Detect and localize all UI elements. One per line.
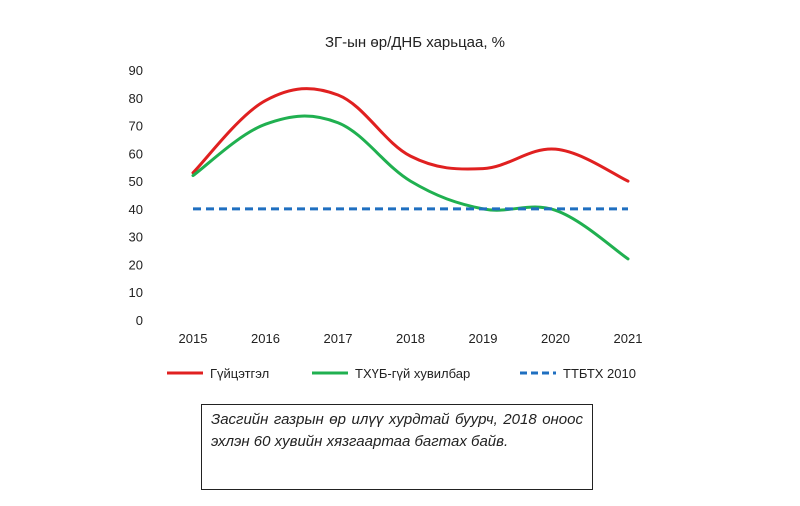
series-line-2	[191, 114, 630, 261]
annotation-text: Засгийн газрын өр илүү хурдтай буурч, 20…	[211, 411, 583, 450]
y-tick-label: 20	[129, 257, 143, 272]
y-tick-label: 10	[129, 285, 143, 300]
legend-label-3: ТТБТХ 2010	[563, 366, 636, 381]
series-layer	[191, 87, 630, 261]
series-line-1	[191, 87, 630, 183]
y-tick-label: 80	[129, 91, 143, 106]
y-tick-label: 70	[129, 119, 143, 134]
legend-label-1: Гүйцэтгэл	[210, 366, 269, 381]
legend-label-2: ТХҮБ-гүй хувилбар	[355, 366, 470, 381]
x-tick-label: 2015	[179, 331, 208, 346]
x-tick-label: 2019	[469, 331, 498, 346]
y-tick-label: 60	[129, 146, 143, 161]
y-tick-label: 90	[129, 63, 143, 78]
x-tick-label: 2021	[614, 331, 643, 346]
x-axis: 2015 2016 2017 2018 2019 2020 2021	[179, 331, 643, 346]
y-tick-label: 40	[129, 202, 143, 217]
y-axis: 0 10 20 30 40 50 60 70 80 90	[129, 63, 143, 328]
x-tick-label: 2017	[324, 331, 353, 346]
x-tick-label: 2018	[396, 331, 425, 346]
chart-title: ЗГ-ын өр/ДНБ харьцаа, %	[325, 34, 505, 51]
x-tick-label: 2016	[251, 331, 280, 346]
annotation-box: Засгийн газрын өр илүү хурдтай буурч, 20…	[201, 404, 593, 490]
y-tick-label: 50	[129, 174, 143, 189]
legend: Гүйцэтгэл ТХҮБ-гүй хувилбар ТТБТХ 2010	[167, 366, 636, 381]
y-tick-label: 30	[129, 230, 143, 245]
y-tick-label: 0	[136, 313, 143, 328]
x-tick-label: 2020	[541, 331, 570, 346]
line-chart: ЗГ-ын өр/ДНБ харьцаа, % 0 10 20 30 40 50 60 70 8…	[129, 34, 643, 381]
